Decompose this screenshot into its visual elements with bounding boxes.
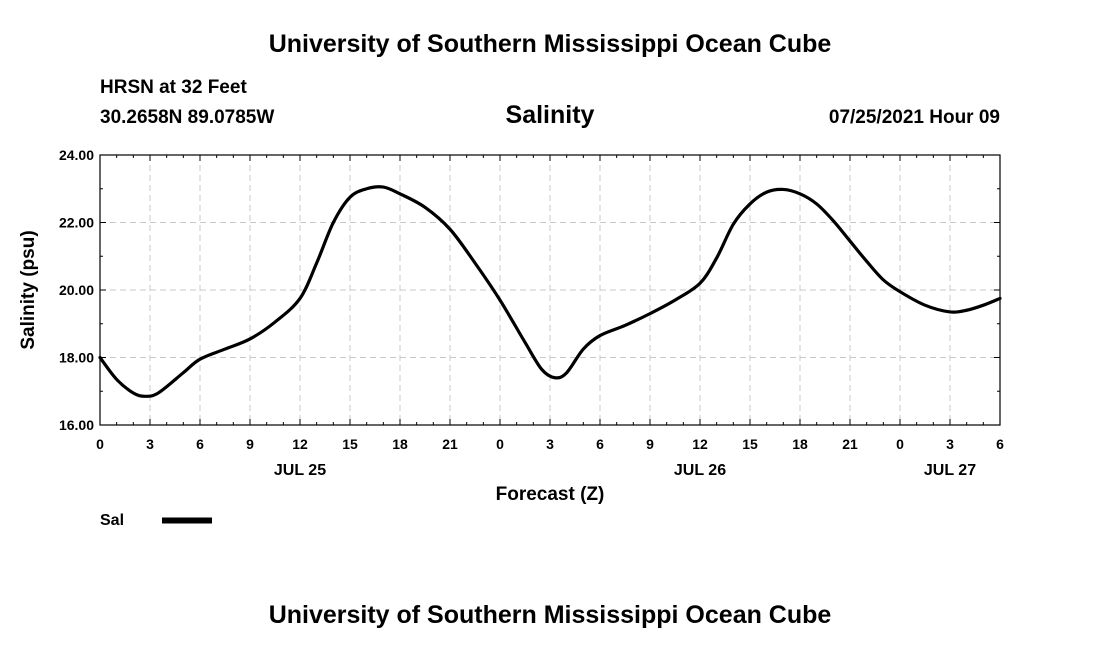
x-tick-label: 3 bbox=[546, 436, 554, 452]
y-tick-label: 18.00 bbox=[59, 350, 94, 366]
x-tick-label: 9 bbox=[646, 436, 654, 452]
x-tick-label: 3 bbox=[146, 436, 154, 452]
x-tick-label: 9 bbox=[246, 436, 254, 452]
forecast-datetime: 07/25/2021 Hour 09 bbox=[828, 107, 1000, 128]
x-tick-label: 6 bbox=[996, 436, 1004, 452]
x-tick-label: 0 bbox=[96, 436, 104, 452]
bottom-title: University of Southern Mississippi Ocean… bbox=[268, 601, 832, 629]
legend-label: Sal bbox=[100, 512, 124, 529]
x-tick-label: 12 bbox=[292, 436, 308, 452]
x-tick-label: 21 bbox=[842, 436, 858, 452]
x-tick-label: 0 bbox=[496, 436, 504, 452]
series-line-sal bbox=[98, 185, 1002, 398]
y-tick-label: 16.00 bbox=[59, 417, 94, 433]
plot-frame bbox=[99, 154, 1001, 426]
y-tick-label: 20.00 bbox=[59, 282, 94, 298]
x-tick-label: 18 bbox=[392, 436, 408, 452]
day-label: JUL 26 bbox=[674, 462, 726, 479]
station-coords: 30.2658N 89.0785W bbox=[100, 107, 275, 128]
y-axis-label: Salinity (psu) bbox=[18, 230, 39, 349]
day-label: JUL 25 bbox=[274, 462, 326, 479]
top-title: University of Southern Mississippi Ocean… bbox=[268, 30, 832, 58]
x-tick-label: 12 bbox=[692, 436, 708, 452]
chart-title: Salinity bbox=[505, 101, 595, 129]
x-tick-label: 6 bbox=[596, 436, 604, 452]
x-axis-label: Forecast (Z) bbox=[496, 484, 605, 505]
x-tick-label: 21 bbox=[442, 436, 458, 452]
x-tick-label: 15 bbox=[342, 436, 358, 452]
station-label: HRSN at 32 Feet bbox=[100, 77, 247, 98]
day-label: JUL 27 bbox=[924, 462, 976, 479]
x-tick-label: 15 bbox=[742, 436, 758, 452]
x-tick-label: 3 bbox=[946, 436, 954, 452]
x-tick-label: 18 bbox=[792, 436, 808, 452]
y-tick-label: 22.00 bbox=[59, 215, 94, 231]
x-tick-label: 0 bbox=[896, 436, 904, 452]
x-tick-label: 6 bbox=[196, 436, 204, 452]
y-tick-label: 24.00 bbox=[59, 147, 94, 163]
